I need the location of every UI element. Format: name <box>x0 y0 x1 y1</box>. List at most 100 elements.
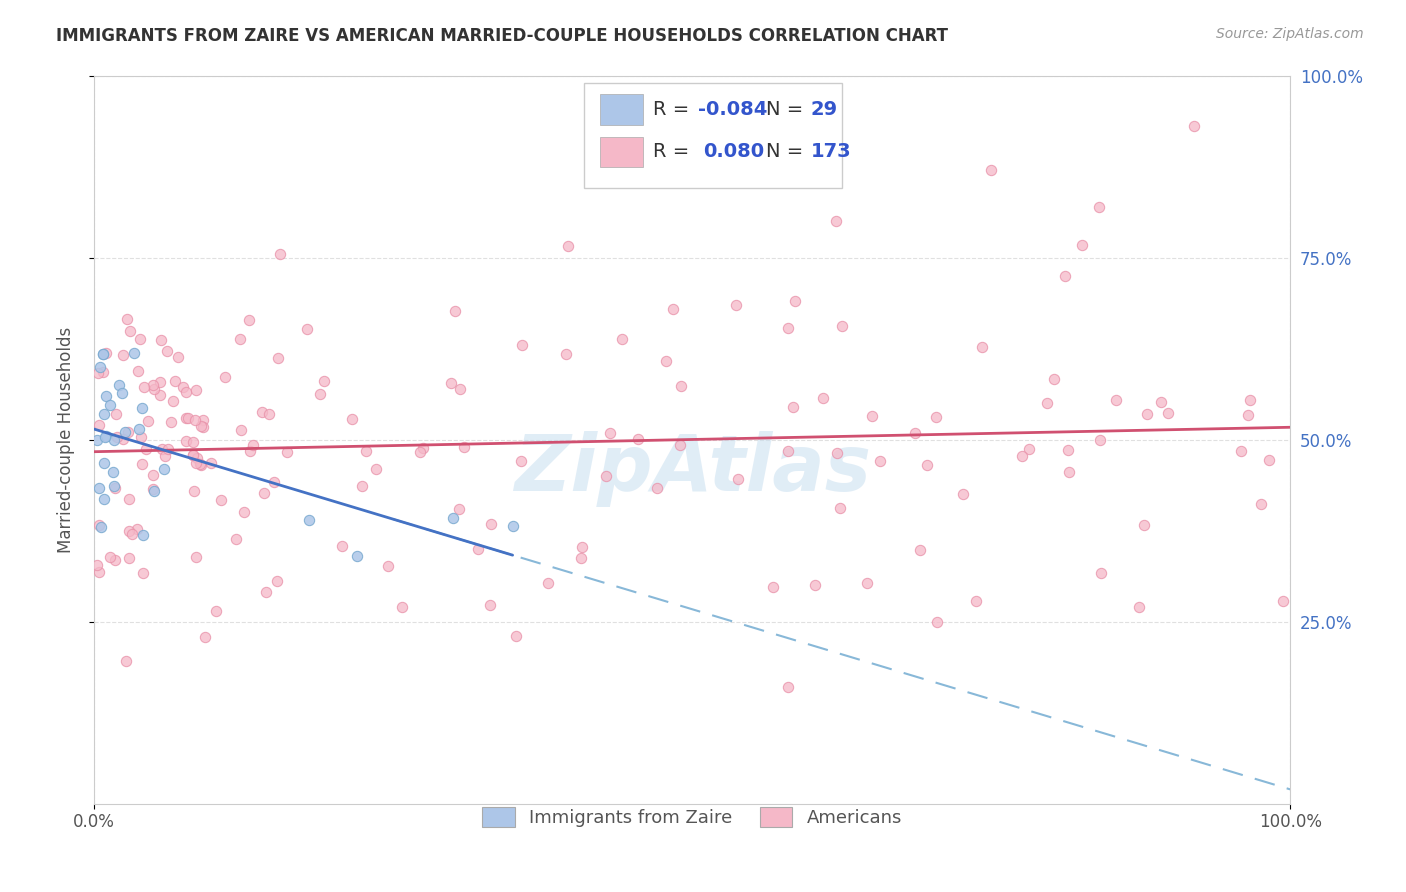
Point <box>828 500 851 515</box>
Text: N =: N = <box>766 100 810 120</box>
Point <box>412 442 434 456</box>
Point <box>925 410 948 425</box>
Point <box>129 332 152 346</box>
Point <box>153 462 176 476</box>
Point <box>1271 594 1294 608</box>
Point <box>184 456 207 470</box>
Point <box>1156 406 1178 420</box>
Point <box>91 347 114 361</box>
Point <box>181 449 204 463</box>
Point <box>143 383 166 397</box>
Point <box>340 412 363 426</box>
Point <box>479 516 502 531</box>
Point <box>229 332 252 346</box>
Point <box>831 318 853 333</box>
Point <box>557 239 579 253</box>
Point <box>114 425 136 439</box>
Point <box>103 433 125 447</box>
Point <box>127 364 149 378</box>
Point <box>149 388 172 402</box>
Text: ZipAtlas: ZipAtlas <box>513 431 870 507</box>
Point <box>762 580 785 594</box>
Point <box>138 414 160 428</box>
Point <box>181 448 204 462</box>
Point <box>856 576 879 591</box>
Point <box>155 449 177 463</box>
Point <box>93 492 115 507</box>
Point <box>778 443 800 458</box>
Point <box>599 426 621 441</box>
Point <box>122 345 145 359</box>
Point <box>91 347 114 361</box>
Point <box>108 378 131 392</box>
Text: IMMIGRANTS FROM ZAIRE VS AMERICAN MARRIED-COUPLE HOUSEHOLDS CORRELATION CHART: IMMIGRANTS FROM ZAIRE VS AMERICAN MARRIE… <box>56 27 948 45</box>
Point <box>86 433 108 447</box>
Point <box>453 440 475 454</box>
Point <box>89 517 111 532</box>
Legend: Immigrants from Zaire, Americans: Immigrants from Zaire, Americans <box>475 799 910 835</box>
Point <box>297 322 319 336</box>
Point <box>87 367 110 381</box>
Point <box>804 578 827 592</box>
Point <box>309 387 332 401</box>
Point <box>1088 433 1111 447</box>
Point <box>824 214 846 228</box>
Point <box>132 528 155 542</box>
Point <box>190 458 212 473</box>
Point <box>266 574 288 588</box>
Point <box>409 445 432 459</box>
Point <box>142 378 165 392</box>
Point <box>156 442 179 456</box>
Text: R =: R = <box>652 143 702 161</box>
Point <box>94 389 117 403</box>
Point <box>128 422 150 436</box>
Point <box>627 432 650 446</box>
Point <box>89 418 111 433</box>
Point <box>105 430 128 444</box>
Point <box>118 324 141 338</box>
Point <box>186 383 208 397</box>
Point <box>172 380 194 394</box>
Point <box>908 543 931 558</box>
Point <box>181 435 204 450</box>
Point <box>655 353 678 368</box>
Point <box>1105 392 1128 407</box>
Point <box>117 425 139 439</box>
Point <box>1087 200 1109 214</box>
Point <box>725 298 748 312</box>
Point <box>91 365 114 379</box>
Point <box>256 585 278 599</box>
Point <box>93 456 115 470</box>
Point <box>869 454 891 468</box>
Point <box>479 599 502 613</box>
Text: N =: N = <box>766 143 810 161</box>
Point <box>350 479 373 493</box>
Point <box>1184 120 1206 134</box>
Text: Source: ZipAtlas.com: Source: ZipAtlas.com <box>1216 27 1364 41</box>
Point <box>253 485 276 500</box>
Point <box>354 443 377 458</box>
Point <box>111 432 134 446</box>
Point <box>952 487 974 501</box>
Point <box>1136 408 1159 422</box>
Point <box>364 461 387 475</box>
Point <box>662 301 685 316</box>
Point <box>131 401 153 415</box>
Point <box>450 382 472 396</box>
Point <box>205 605 228 619</box>
Point <box>825 446 848 460</box>
Point <box>142 482 165 496</box>
FancyBboxPatch shape <box>600 95 643 125</box>
Point <box>1258 453 1281 467</box>
Point <box>571 541 593 555</box>
Point <box>510 338 533 352</box>
Point <box>149 375 172 389</box>
Text: 0.080: 0.080 <box>703 143 763 161</box>
Point <box>103 479 125 493</box>
Point <box>134 380 156 394</box>
Point <box>115 654 138 668</box>
Point <box>782 400 804 414</box>
Point <box>595 469 617 483</box>
Point <box>860 409 883 423</box>
Point <box>150 442 173 456</box>
